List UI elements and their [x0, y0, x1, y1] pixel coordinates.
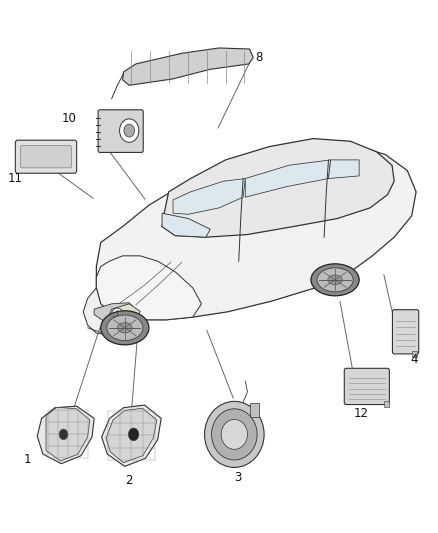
Ellipse shape — [212, 409, 257, 460]
Text: 3: 3 — [234, 471, 241, 483]
Polygon shape — [83, 288, 145, 336]
Bar — [412, 351, 417, 357]
FancyBboxPatch shape — [15, 140, 77, 173]
Circle shape — [120, 119, 139, 142]
FancyBboxPatch shape — [98, 110, 143, 152]
FancyBboxPatch shape — [392, 310, 419, 354]
Polygon shape — [37, 406, 94, 464]
Polygon shape — [94, 303, 138, 325]
Text: 2: 2 — [125, 474, 133, 487]
Text: 11: 11 — [8, 172, 23, 185]
Circle shape — [59, 429, 68, 440]
Polygon shape — [46, 407, 90, 461]
Polygon shape — [245, 160, 331, 197]
Polygon shape — [96, 141, 416, 320]
Polygon shape — [107, 304, 140, 325]
Bar — [384, 401, 389, 407]
Polygon shape — [162, 139, 394, 237]
Polygon shape — [173, 179, 245, 214]
Ellipse shape — [107, 315, 143, 341]
Bar — [250, 403, 259, 417]
FancyBboxPatch shape — [344, 368, 389, 405]
Text: 10: 10 — [62, 112, 77, 125]
Text: 1: 1 — [23, 453, 31, 466]
Circle shape — [128, 428, 139, 441]
Ellipse shape — [328, 275, 342, 285]
Ellipse shape — [101, 311, 149, 345]
Text: 12: 12 — [354, 407, 369, 419]
Polygon shape — [162, 213, 210, 237]
Polygon shape — [123, 48, 253, 85]
Ellipse shape — [221, 419, 247, 449]
FancyBboxPatch shape — [21, 146, 71, 168]
Polygon shape — [102, 405, 161, 466]
Text: 4: 4 — [410, 353, 418, 366]
Ellipse shape — [317, 268, 353, 292]
Polygon shape — [106, 408, 157, 463]
Ellipse shape — [117, 322, 132, 333]
Circle shape — [111, 308, 124, 323]
Polygon shape — [96, 256, 201, 320]
Ellipse shape — [205, 401, 264, 467]
Ellipse shape — [311, 264, 359, 296]
Text: 8: 8 — [256, 51, 263, 64]
Circle shape — [124, 124, 134, 137]
Polygon shape — [328, 160, 359, 179]
